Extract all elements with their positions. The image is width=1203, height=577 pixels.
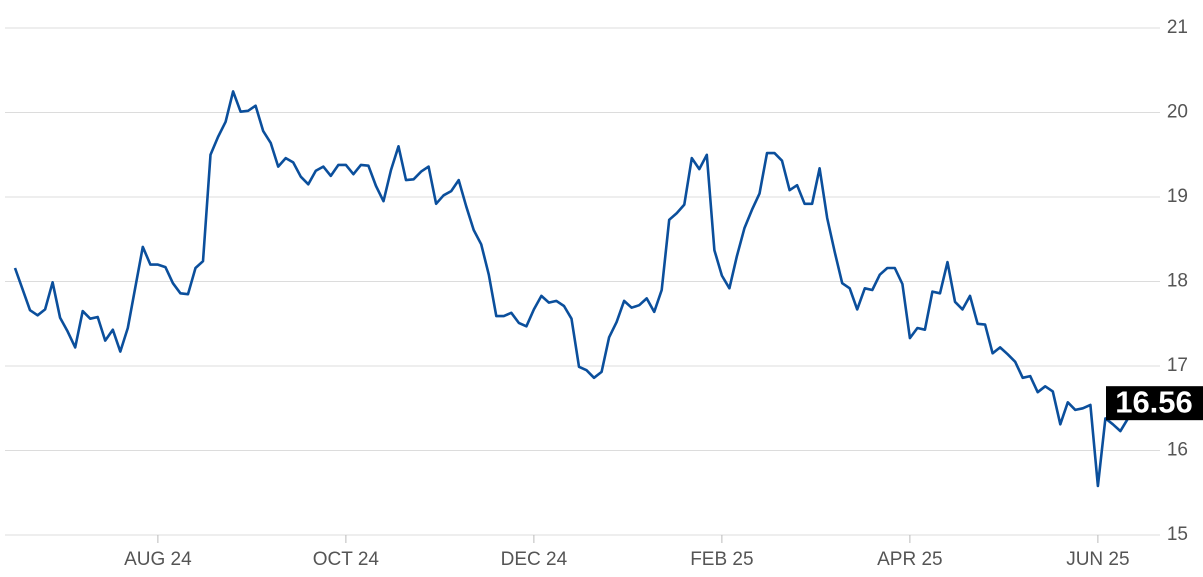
x-tick-label: AUG 24 <box>124 549 192 570</box>
y-tick-label: 20 <box>1167 102 1188 123</box>
x-tick-label: FEB 25 <box>690 549 753 570</box>
x-tick-label: OCT 24 <box>313 549 380 570</box>
x-tick-label: DEC 24 <box>501 549 568 570</box>
last-value-label: 16.56 <box>1115 384 1193 419</box>
last-value-tag <box>1106 386 1203 421</box>
x-tick-label: JUN 25 <box>1066 549 1129 570</box>
y-tick-label: 21 <box>1167 17 1188 38</box>
y-tick-label: 16 <box>1167 440 1188 461</box>
y-tick-label: 18 <box>1167 271 1188 292</box>
x-tick-label: APR 25 <box>877 549 942 570</box>
y-tick-label: 19 <box>1167 186 1188 207</box>
y-tick-label: 17 <box>1167 355 1188 376</box>
y-tick-label: 15 <box>1167 524 1188 545</box>
price-line <box>13 90 1144 488</box>
